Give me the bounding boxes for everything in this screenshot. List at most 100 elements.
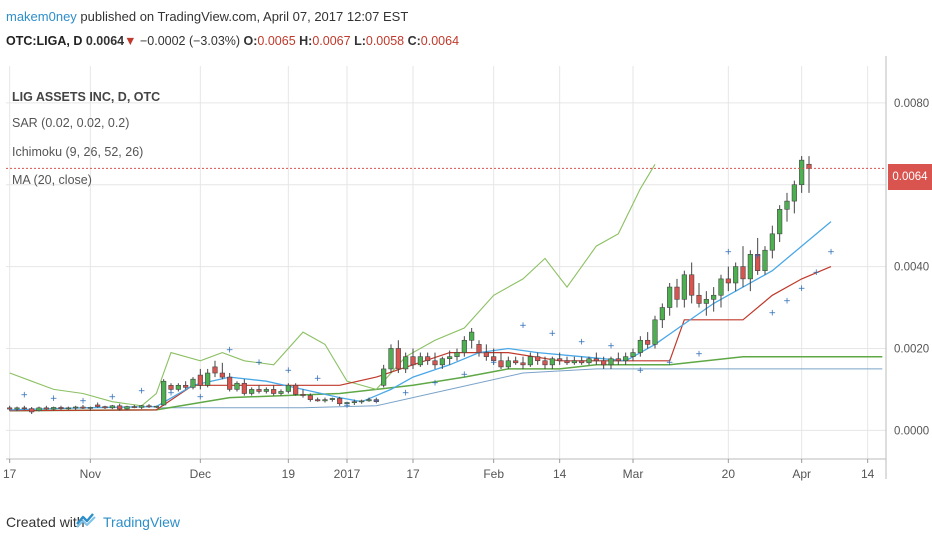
candle-body (425, 356, 431, 362)
candle-body (432, 360, 438, 366)
candle-body (381, 368, 387, 386)
sar-dot: + (827, 247, 835, 257)
price-chart[interactable]: + + + + + + + + + + + + + + + + + + + + + + + + + + + + + + + 0.0080 0.… (0, 56, 932, 500)
sar-dot: + (431, 378, 439, 388)
sar-dot: + (695, 350, 703, 360)
sar-dot: + (226, 346, 234, 356)
last-price: 0.0064 (85, 34, 125, 48)
candle-body (549, 358, 555, 366)
high-value: 0.0067 (312, 34, 351, 48)
candle-body (520, 362, 526, 366)
close-value: 0.0064 (420, 34, 460, 48)
sar-dot: + (402, 389, 410, 399)
chart-grid (6, 66, 886, 459)
publisher-username[interactable]: makem0ney (6, 9, 77, 24)
ichimoku-lagging-span-line (9, 164, 656, 407)
candle-body (593, 358, 599, 362)
candle-body (131, 406, 137, 408)
candle-body (476, 344, 482, 353)
change-arrow-icon: ▼ (124, 34, 137, 48)
legend-title[interactable]: LIG ASSETS INC, D, OTC (12, 90, 161, 104)
candle-body (359, 400, 365, 403)
candle-body (285, 385, 291, 392)
candle-body (65, 407, 71, 410)
candle-body (80, 406, 86, 409)
chart-header: makem0ney published on TradingView.com, … (0, 0, 932, 56)
ma20-line (9, 221, 832, 411)
candle-body (696, 294, 702, 304)
x-tick-label: 2017 (334, 467, 361, 481)
symbol-label: OTC:LIGA, D (6, 34, 83, 48)
candle-body (586, 358, 592, 364)
tradingview-logo-icon[interactable] (76, 510, 96, 530)
candle-body (784, 200, 790, 210)
chart-axes: 0.00800.00600.00400.00200.000017NovDec19… (3, 56, 929, 481)
candle-body (491, 356, 497, 362)
candle-body (36, 407, 42, 411)
candle-body (799, 159, 805, 186)
tradingview-brand[interactable]: TradingView (103, 514, 181, 530)
legend-sar[interactable]: SAR (0.02, 0.02, 0.2) (12, 116, 130, 130)
sar-dot: + (343, 401, 351, 411)
sar-dot: + (50, 394, 58, 404)
candle-body (681, 274, 687, 300)
candle-body (564, 360, 570, 364)
candle-body (212, 366, 218, 374)
x-tick-label: Nov (80, 467, 101, 481)
candle-body (791, 184, 797, 202)
high-label: H: (299, 34, 313, 48)
candle-body (153, 405, 159, 408)
candle-body (366, 399, 372, 402)
candle-body (87, 407, 93, 409)
footer: Created with TradingView (0, 500, 932, 550)
candle-body (659, 307, 665, 321)
candle-body (725, 278, 731, 284)
ichimoku-span-a-line (9, 355, 883, 412)
candle-body (667, 286, 673, 308)
candle-body (263, 389, 269, 392)
sar-dot: + (79, 397, 87, 407)
y-tick-label: 0.0020 (894, 343, 929, 355)
candle-body (461, 339, 467, 353)
candle-body (410, 356, 416, 366)
open-value: 0.0065 (257, 34, 296, 48)
candle-body (21, 407, 27, 410)
candle-body (806, 163, 812, 169)
candle-body (395, 348, 401, 370)
close-label: C: (407, 34, 421, 48)
candle-body (58, 407, 64, 409)
sar-dot: + (138, 387, 146, 397)
candle-body (183, 385, 189, 388)
sar-dot: + (637, 366, 645, 376)
sar-dot: + (725, 247, 733, 257)
legend-ma[interactable]: MA (20, close) (12, 173, 92, 187)
x-tick-label: Dec (190, 467, 211, 481)
candle-body (197, 374, 203, 386)
candle-body (271, 389, 277, 394)
candle-body (527, 356, 533, 366)
created-with-text: Created with (6, 514, 85, 530)
sar-dot: + (255, 358, 263, 368)
candle-body (7, 407, 13, 410)
candle-body (740, 266, 746, 280)
x-tick-label: 19 (282, 467, 296, 481)
candle-body (652, 319, 658, 345)
legend-ichimoku[interactable]: Ichimoku (9, 26, 52, 26) (12, 145, 144, 159)
candle-body (498, 360, 504, 368)
candle-body (469, 331, 475, 341)
candle-body (337, 398, 343, 405)
candle-body (29, 408, 35, 413)
sar-dot: + (519, 321, 527, 331)
candle-body (168, 385, 174, 390)
candle-body (769, 233, 775, 251)
candle-body (674, 286, 680, 300)
sar-dot: + (769, 309, 777, 319)
candle-body (755, 254, 761, 271)
candle-body (623, 356, 629, 362)
sar-dot: + (197, 393, 205, 403)
candle-body (117, 405, 123, 410)
candle-body (190, 378, 196, 388)
candle-body (703, 299, 709, 304)
candle-body (454, 352, 460, 357)
candle-body (109, 405, 115, 409)
